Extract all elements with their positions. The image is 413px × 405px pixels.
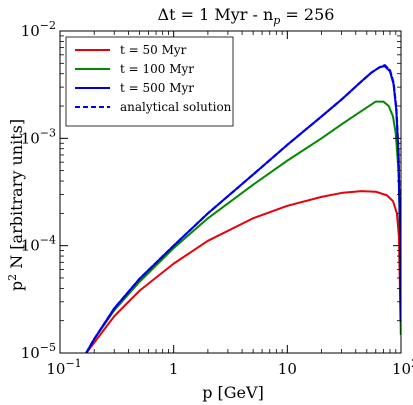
y-axis-label-sup: 2 [6,274,19,281]
y-tick-label: 10−2 [21,19,56,40]
chart-title-main: Δt = 1 Myr - n [158,5,274,24]
tick-labels: 10−1 1 10 102 10−5 10−4 10−3 10−2 [21,19,413,378]
y-axis-label-main: p [7,281,26,291]
y-tick-label: 10−4 [21,234,56,255]
legend: t = 50 Myr t = 100 Myr t = 500 Myr analytic… [65,36,234,127]
series-line-1 [85,190,401,353]
chart-title: Δt = 1 Myr - np = 256 [158,5,335,27]
x-tick-label: 1 [169,360,179,378]
y-tick-label: 10−3 [21,126,56,147]
series-line-4 [85,64,401,353]
chart-title-tail: = 256 [280,5,334,24]
plot-lines [85,64,401,353]
x-axis-label: p [GeV] [202,383,264,402]
chart-title-sub: p [273,14,280,27]
series-line-2 [85,100,401,353]
legend-label-2: t = 100 Myr [120,62,194,76]
plot-frame [59,30,402,354]
x-tick-label: 102 [392,357,413,378]
legend-label-4: analytical solution [120,100,232,114]
axis-ticks [59,30,402,354]
x-tick-label: 10−1 [46,357,81,378]
legend-label-3: t = 500 Myr [120,81,194,95]
y-tick-label: 10−5 [21,341,56,362]
legend-label-1: t = 50 Myr [120,43,187,57]
y-axis-label: p2 N [arbitrary units] [6,119,26,291]
y-axis-label-tail: N [arbitrary units] [7,119,26,274]
x-tick-label: 10 [278,360,297,378]
legend-box [65,36,234,127]
